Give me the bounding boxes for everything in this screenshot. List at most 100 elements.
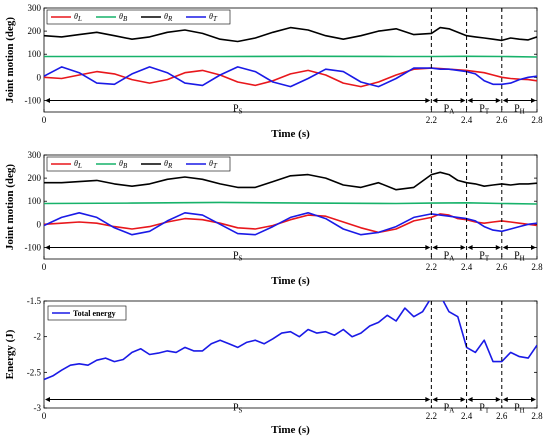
- phase-label-h-sub: H: [520, 107, 525, 115]
- phase-arrow-head-right: [531, 97, 536, 103]
- phase-label-s-sub: S: [239, 406, 243, 414]
- phase-label-a-main: P: [444, 250, 450, 261]
- phase-arrow-head-left: [45, 396, 50, 402]
- phase-label-s-sub: S: [239, 254, 243, 262]
- x-tick-label: 2.2: [426, 115, 437, 125]
- legend-entry-2-sub: R: [167, 162, 173, 170]
- phase-arrow-head-left: [45, 97, 50, 103]
- phase-label-s-main: P: [233, 402, 239, 413]
- phase-label-a-sub: A: [449, 406, 454, 414]
- y-axis-label: Joint motion (deg): [4, 164, 16, 251]
- legend-entry-3: θT: [209, 159, 218, 170]
- phase-arrow-head-right: [425, 396, 431, 402]
- phase-label-h: PH: [514, 250, 525, 262]
- phase-arrow-head-right: [460, 396, 466, 402]
- x-tick-label: 2.4: [461, 262, 473, 272]
- y-tick-label: 300: [28, 150, 42, 160]
- phase-arrow-head-left: [45, 244, 50, 250]
- phase-arrow-head-left: [467, 396, 473, 402]
- legend-entry-3-main: θ: [209, 159, 213, 168]
- legend-entry-1-sub: B: [123, 15, 128, 23]
- legend-entry-0-main: θ: [74, 12, 78, 21]
- x-tick-label: 0: [42, 411, 47, 421]
- legend-entry-1-main: θ: [119, 159, 123, 168]
- x-tick-label: 2.6: [496, 262, 508, 272]
- legend-entry-0: Total energy: [73, 309, 116, 318]
- plot-frame: [43, 7, 538, 113]
- legend-entry-2-main: θ: [164, 159, 168, 168]
- phase-label-a: PA: [444, 250, 455, 262]
- series-line-0: [44, 301, 537, 381]
- legend-entry-1-sub: B: [123, 162, 128, 170]
- series-line-0: [44, 213, 537, 234]
- phase-arrow-head-right: [425, 97, 431, 103]
- y-tick-label: 100: [28, 196, 42, 206]
- phase-label-a-sub: A: [449, 107, 454, 115]
- phase-label-t: PT: [479, 402, 490, 414]
- legend-entry-2-sub: R: [167, 15, 173, 23]
- phase-label-t: PT: [479, 250, 490, 262]
- legend-entry-1: θB: [119, 12, 128, 23]
- phase-label-h: PH: [514, 402, 525, 414]
- legend-entry-2-main: θ: [164, 12, 168, 21]
- y-tick-label: 300: [28, 3, 42, 13]
- phase-arrow-head-right: [531, 396, 536, 402]
- phase-label-t-sub: T: [485, 406, 490, 414]
- series-line-2: [44, 26, 537, 43]
- phase-label-t: PT: [479, 103, 490, 115]
- legend-entry-2: θR: [164, 159, 173, 170]
- phase-label-t-main: P: [479, 402, 485, 413]
- plot-frame: [43, 154, 538, 260]
- phase-arrow-head-left: [502, 244, 508, 250]
- phase-arrow-head-right: [495, 97, 501, 103]
- phase-label-a-main: P: [444, 402, 450, 413]
- phase-arrow-head-left: [432, 396, 438, 402]
- phase-label-s-main: P: [233, 103, 239, 114]
- legend-entry-0: θL: [74, 159, 82, 170]
- series-line-0: [44, 67, 537, 88]
- phase-label-t-sub: T: [485, 254, 490, 262]
- phase-arrow-head-right: [531, 244, 536, 250]
- legend-box: [47, 305, 127, 321]
- legend-box: [46, 9, 231, 25]
- phase-label-h-main: P: [514, 103, 520, 114]
- phase-arrow-head-left: [467, 244, 473, 250]
- x-tick-label: 2.8: [531, 262, 543, 272]
- x-axis-label: Time (s): [271, 424, 310, 436]
- phase-label-s: PS: [233, 402, 243, 414]
- x-tick-label: 2.4: [461, 115, 473, 125]
- x-tick-label: 2.4: [461, 411, 473, 421]
- phase-arrow-head-right: [425, 244, 431, 250]
- x-tick-label: 0: [42, 115, 47, 125]
- legend-entry-0-sub: L: [77, 15, 82, 23]
- phase-label-h-main: P: [514, 250, 520, 261]
- series-line-3: [44, 66, 537, 88]
- y-tick-label: 0: [37, 219, 42, 229]
- phase-label-t-sub: T: [485, 107, 490, 115]
- series-line-3: [44, 212, 537, 236]
- x-tick-label: 0: [42, 262, 47, 272]
- series-line-1: [44, 201, 537, 205]
- phase-label-a-sub: A: [449, 254, 454, 262]
- x-axis-label: Time (s): [271, 275, 310, 287]
- phase-label-s: PS: [233, 103, 243, 115]
- y-tick-label: 100: [28, 49, 42, 59]
- x-tick-label: 2.8: [531, 411, 543, 421]
- y-tick-label: -100: [25, 242, 42, 252]
- legend-box: [46, 156, 231, 172]
- x-tick-label: 2.2: [426, 262, 437, 272]
- phase-label-a-main: P: [444, 103, 450, 114]
- plot-frame: [43, 300, 538, 409]
- legend-entry-0: θL: [74, 12, 82, 23]
- legend-entry-1-main: θ: [119, 12, 123, 21]
- y-tick-label: -1.5: [27, 296, 42, 306]
- phase-arrow-head-right: [460, 97, 466, 103]
- legend-entry-0-main: θ: [74, 159, 78, 168]
- y-tick-label: -2: [34, 332, 42, 342]
- phase-label-h-main: P: [514, 402, 520, 413]
- energy-chart: -3 -2.5 -2 -1.5 0 2.2 2.4 2.6 2.8 Time (s) Energy …: [4, 296, 543, 436]
- x-tick-label: 2.8: [531, 115, 543, 125]
- phase-label-t-main: P: [479, 103, 485, 114]
- legend-entry-3-main: θ: [209, 12, 213, 21]
